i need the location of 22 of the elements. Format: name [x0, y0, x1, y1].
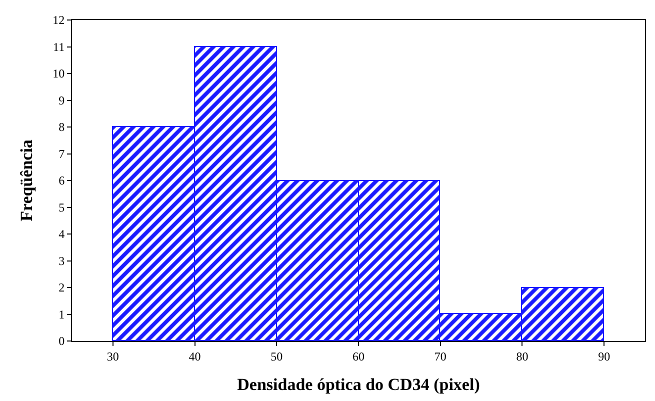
x-tick-label: 30: [106, 349, 119, 364]
y-tick-label: 8: [58, 120, 65, 134]
y-axis-title: Freqüência: [17, 139, 36, 222]
y-tick-label: 11: [53, 40, 65, 54]
x-tick-label: 60: [352, 349, 364, 364]
x-tick-label: 70: [434, 349, 446, 364]
y-tick-label: 0: [58, 334, 65, 348]
y-tick-label: 7: [58, 146, 65, 161]
y-tick-label: 3: [58, 254, 65, 268]
x-tick-label: 90: [598, 349, 610, 364]
x-tick-label: 50: [270, 349, 283, 364]
y-tick-label: 12: [52, 13, 65, 28]
y-tick-label: 5: [58, 200, 65, 214]
y-tick-label: 6: [58, 174, 65, 188]
y-tick-label: 4: [58, 227, 65, 242]
y-tick-label: 2: [58, 280, 65, 295]
x-tick-label: 40: [188, 349, 201, 364]
y-tick-label: 9: [58, 93, 65, 108]
x-axis-title: Densidade óptica do CD34 (pixel): [237, 374, 480, 394]
y-tick-label: 1: [58, 307, 65, 322]
y-tick-label: 10: [52, 66, 65, 81]
x-tick-label: 80: [516, 349, 528, 364]
